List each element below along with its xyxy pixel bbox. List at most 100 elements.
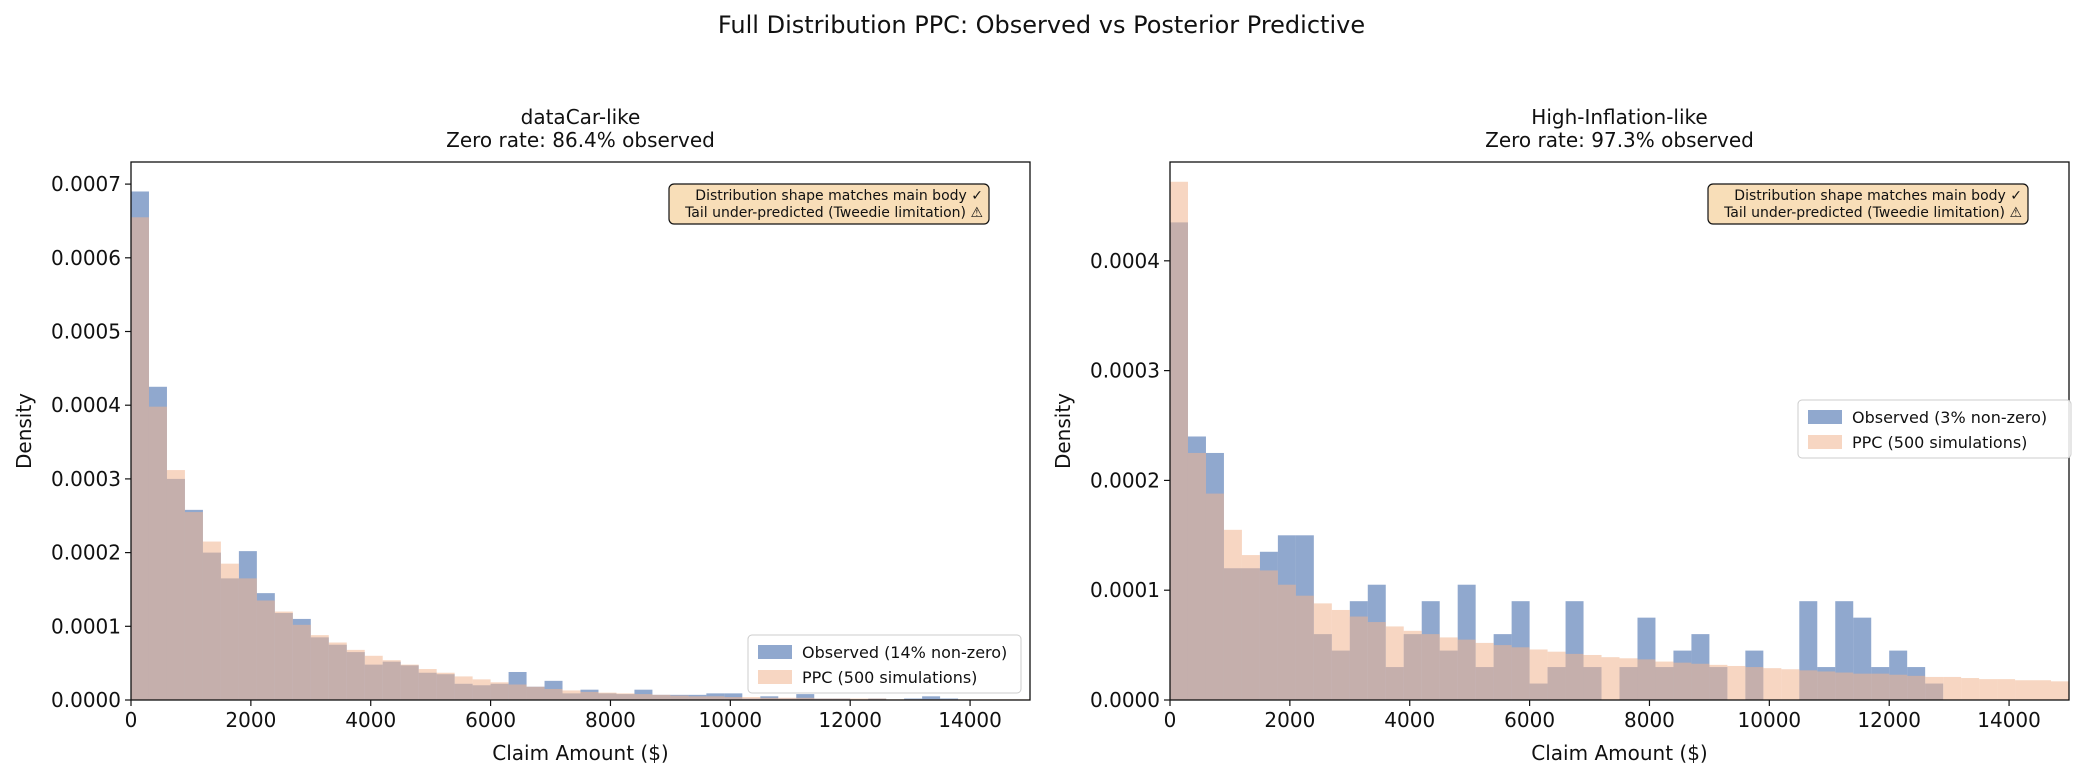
x-tick-label: 6000 [465, 708, 516, 732]
annotation-line: Distribution shape matches main body ✓ [1734, 188, 2022, 204]
ppc-bar [454, 676, 473, 700]
y-tick-label: 0.0001 [1090, 578, 1160, 602]
observed-bar [922, 696, 941, 700]
x-tick-label: 12000 [818, 708, 882, 732]
ppc-bar [1385, 626, 1404, 700]
ppc-bar [1763, 668, 1782, 700]
ppc-bar [274, 611, 293, 700]
x-tick-label: 6000 [1504, 708, 1555, 732]
ppc-bar [1205, 493, 1224, 700]
legend-swatch-ppc [758, 670, 792, 684]
ppc-bar [1817, 671, 1836, 700]
ppc-bar [868, 698, 887, 700]
ppc-bar [1295, 595, 1314, 700]
y-axis-label: Density [1051, 393, 1075, 469]
ppc-bar [688, 696, 707, 700]
legend-swatch-observed [758, 645, 792, 659]
x-tick-label: 4000 [1384, 708, 1435, 732]
annotation-box: Distribution shape matches main body ✓Ta… [668, 183, 990, 225]
x-tick-label: 10000 [699, 708, 763, 732]
x-tick-label: 8000 [585, 708, 636, 732]
annotation-line: Tail under-predicted (Tweedie limitation… [684, 205, 983, 221]
ppc-bar [220, 563, 239, 700]
ppc-bar [832, 698, 851, 700]
y-tick-label: 0.0002 [1090, 468, 1160, 492]
ppc-bar [1349, 616, 1368, 700]
ppc-bar [1637, 659, 1656, 700]
legend: Observed (14% non-zero) PPC (500 simulati… [747, 634, 1022, 694]
y-tick-label: 0.0000 [51, 688, 121, 712]
ppc-bar [1745, 667, 1764, 700]
x-tick-label: 10000 [1738, 708, 1802, 732]
ppc-bar [724, 697, 743, 700]
ppc-bar [490, 682, 509, 700]
ppc-bar [616, 693, 635, 700]
ppc-bar [526, 686, 545, 700]
legend-label: PPC (500 simulations) [802, 668, 977, 687]
ppc-bar [760, 697, 779, 700]
bars-group [1170, 181, 2069, 701]
ppc-bar [1709, 664, 1728, 700]
panel-title: High-Inflation-like [1531, 105, 1707, 129]
ppc-bar [1871, 673, 1890, 700]
ppc-bar [1907, 675, 1926, 700]
ppc-bar [1439, 637, 1458, 700]
ppc-bar [184, 512, 203, 700]
ppc-bar [652, 694, 671, 700]
legend-swatch-observed [1808, 410, 1842, 424]
x-tick-label: 2000 [225, 708, 276, 732]
ppc-bar [814, 698, 833, 700]
annotation-background [668, 183, 990, 225]
y-tick-label: 0.0000 [1090, 688, 1160, 712]
ppc-bar [202, 541, 221, 700]
y-tick-label: 0.0004 [51, 393, 121, 417]
legend-label: PPC (500 simulations) [1852, 433, 2027, 452]
ppc-bar [598, 692, 617, 700]
ppc-bar [1475, 642, 1494, 700]
ppc-bar [1727, 665, 1746, 700]
ppc-bar [131, 217, 149, 700]
ppc-bar [1511, 647, 1530, 700]
x-axis-label: Claim Amount ($) [492, 741, 668, 765]
ppc-bar [2033, 680, 2052, 700]
x-tick-label: 2000 [1264, 708, 1315, 732]
panel-subtitle: Zero rate: 97.3% observed [1485, 128, 1754, 152]
ppc-bar [1403, 630, 1422, 700]
panel-subtitle: Zero rate: 86.4% observed [446, 128, 715, 152]
ppc-bar [1781, 669, 1800, 700]
y-tick-label: 0.0004 [1090, 249, 1160, 273]
y-tick-label: 0.0003 [1090, 359, 1160, 383]
ppc-bar [850, 698, 869, 700]
ppc-bar [238, 578, 257, 700]
legend-label: Observed (3% non-zero) [1852, 408, 2047, 427]
ppc-bar [1889, 674, 1908, 700]
annotation-line: Tail under-predicted (Tweedie limitation… [1723, 205, 2022, 221]
ppc-bar [1223, 529, 1242, 700]
x-tick-label: 14000 [938, 708, 1002, 732]
y-axis-label: Density [12, 393, 36, 469]
ppc-bar [1565, 653, 1584, 700]
ppc-bar [634, 694, 653, 700]
ppc-bar [508, 684, 527, 700]
y-tick-label: 0.0007 [51, 172, 121, 196]
x-tick-label: 8000 [1624, 708, 1675, 732]
ppc-bar [1961, 678, 1980, 700]
axes-frame [130, 161, 1031, 701]
observed-bar [796, 694, 815, 700]
ppc-bar [1655, 661, 1674, 700]
ppc-bar [1529, 649, 1548, 700]
ppc-bar [778, 697, 797, 700]
ppc-bar [1925, 676, 1944, 700]
x-axis-label: Claim Amount ($) [1531, 741, 1707, 765]
ppc-bar [544, 688, 563, 700]
observed-bar [724, 693, 743, 700]
ppc-bar [436, 672, 455, 700]
ppc-bar [1187, 452, 1206, 700]
ppc-bar [1853, 673, 1872, 700]
ppc-bar [1835, 672, 1854, 700]
x-tick-label: 0 [1164, 708, 1177, 732]
y-tick-label: 0.0002 [51, 541, 121, 565]
ppc-bar [346, 649, 365, 700]
ppc-bar [364, 655, 383, 700]
